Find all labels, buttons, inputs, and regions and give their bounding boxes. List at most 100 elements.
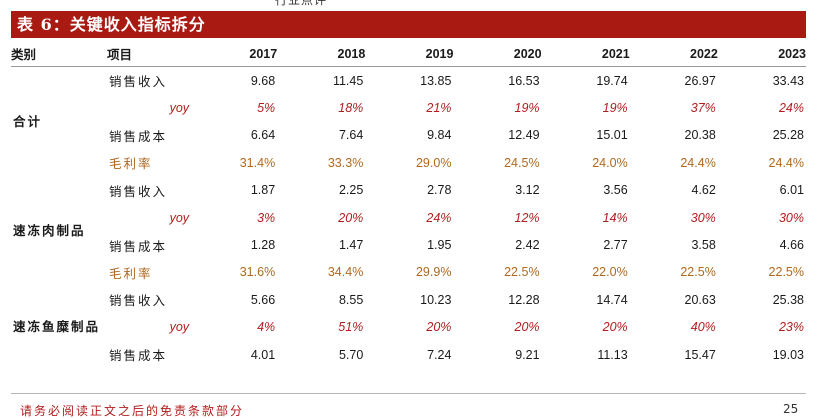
value-cell: 34.4% (327, 265, 364, 280)
header-year: 2018 (337, 46, 366, 61)
value-cell: 8.55 (338, 292, 364, 307)
value-cell: 25.28 (772, 128, 804, 143)
header-row: 类别 项目 2017 2018 2019 2020 2021 2022 2023 (11, 41, 806, 67)
table-row: 销售成本 1.28 1.47 1.95 2.42 2.77 3.58 4.66 (11, 231, 806, 258)
value-cell: 14% (602, 210, 628, 225)
value-cell: 1.87 (250, 183, 276, 198)
value-cell: 22.0% (592, 265, 628, 280)
value-cell: 37% (690, 101, 716, 116)
item-label: yoy (169, 320, 190, 335)
value-cell: 20% (426, 320, 452, 335)
value-cell: 11.45 (332, 73, 364, 88)
value-cell: 26.97 (684, 73, 716, 88)
value-cell: 16.53 (508, 73, 540, 88)
value-cell: 5% (257, 101, 276, 116)
value-cell: 15.47 (684, 347, 716, 362)
value-cell: 19.03 (772, 347, 804, 362)
value-cell: 2.77 (603, 238, 628, 253)
value-cell: 24.0% (592, 155, 628, 170)
value-cell: 20% (514, 320, 540, 335)
table-row: yoy 4% 51% 20% 20% 20% 40% 23% (11, 314, 806, 341)
table-row: yoy 5% 18% 21% 19% 19% 37% 24% (11, 94, 806, 121)
value-cell: 20.63 (684, 292, 716, 307)
header-item-label: 项目 (107, 47, 133, 62)
value-cell: 2.78 (427, 183, 452, 198)
value-cell: 12.28 (508, 292, 540, 307)
value-cell: 21% (426, 101, 452, 116)
category-cell: 速冻肉制品 (13, 223, 86, 239)
table-row: 毛利率 31.4% 33.3% 29.0% 24.5% 24.0% 24.4% 24.4% (11, 149, 806, 176)
value-cell: 31.6% (239, 265, 276, 280)
table-row: 毛利率 31.6% 34.4% 29.9% 22.5% 22.0% 22.5% 22.5% (11, 259, 806, 286)
table-title: 表 6：关键收入指标拆分 (11, 11, 806, 38)
value-cell: 51% (338, 320, 364, 335)
value-cell: 14.74 (596, 292, 628, 307)
value-cell: 29.9% (415, 265, 452, 280)
value-cell: 9.21 (515, 347, 540, 362)
value-cell: 1.47 (338, 238, 364, 253)
item-label: 毛利率 (109, 156, 153, 172)
table-row: 速冻肉制品 销售收入 1.87 2.25 2.78 3.12 3.56 4.62 6.01 (11, 177, 806, 238)
item-label: yoy (169, 101, 190, 116)
value-cell: 4.01 (250, 347, 276, 362)
table-row: 销售成本 6.64 7.64 9.84 12.49 15.01 20.38 25.28 (11, 122, 806, 149)
item-label: 销售成本 (109, 238, 168, 254)
value-cell: 24.4% (768, 155, 804, 170)
table-body: 合计 销售收入 9.68 11.45 13.85 16.53 19.74 26.97 33.43… (11, 67, 806, 369)
value-cell: 13.85 (420, 73, 452, 88)
value-cell: 20.38 (684, 128, 716, 143)
value-cell: 33.3% (327, 155, 364, 170)
value-cell: 5.66 (250, 292, 276, 307)
value-cell: 7.24 (427, 347, 452, 362)
value-cell: 9.84 (427, 128, 452, 143)
value-cell: 20% (338, 210, 364, 225)
value-cell: 19.74 (596, 73, 628, 88)
revenue-breakdown-table: 类别 项目 2017 2018 2019 2020 2021 2022 2023… (11, 41, 806, 368)
value-cell: 1.95 (427, 238, 452, 253)
value-cell: 22.5% (680, 265, 716, 280)
value-cell: 11.13 (597, 347, 628, 362)
item-label: yoy (169, 210, 190, 225)
value-cell: 4.66 (779, 238, 804, 253)
table-row: 合计 销售收入 9.68 11.45 13.85 16.53 19.74 26.97 33.43 (11, 67, 806, 129)
value-cell: 1.28 (250, 238, 276, 253)
value-cell: 30% (690, 210, 716, 225)
item-label: 销售成本 (109, 348, 168, 364)
value-cell: 40% (690, 320, 716, 335)
value-cell: 5.70 (338, 347, 364, 362)
header-year: 2017 (249, 46, 278, 61)
value-cell: 9.68 (250, 73, 276, 88)
category-cell: 速冻鱼糜制品 (13, 319, 101, 335)
top-fragment-text: 行业点评 (275, 0, 328, 7)
value-cell: 12.49 (508, 128, 540, 143)
value-cell: 24.5% (504, 155, 540, 170)
value-cell: 24% (426, 210, 452, 225)
header-category: 类别 (11, 47, 37, 62)
value-cell: 19% (602, 101, 628, 116)
value-cell: 2.42 (515, 238, 540, 253)
value-cell: 4% (257, 320, 276, 335)
item-label: 销售成本 (109, 128, 168, 144)
value-cell: 3.58 (691, 238, 716, 253)
value-cell: 6.01 (779, 183, 804, 198)
header-year: 2023 (778, 46, 806, 61)
value-cell: 20% (602, 320, 628, 335)
value-cell: 3% (257, 210, 276, 225)
value-cell: 23% (778, 320, 804, 335)
value-cell: 3.12 (515, 183, 540, 198)
header-year: 2022 (690, 46, 718, 61)
table-row: yoy 3% 20% 24% 12% 14% 30% 30% (11, 204, 806, 231)
value-cell: 31.4% (239, 155, 276, 170)
value-cell: 33.43 (772, 73, 804, 88)
footer-divider (11, 393, 806, 394)
page-number: 25 (783, 402, 799, 416)
value-cell: 4.62 (691, 183, 716, 198)
value-cell: 24% (778, 101, 804, 116)
header-year: 2020 (513, 46, 542, 61)
value-cell: 2.25 (338, 183, 364, 198)
item-label: 毛利率 (109, 265, 153, 281)
header-item: 项目 (107, 41, 189, 67)
category-cell: 合计 (13, 113, 43, 129)
header-year: 2019 (425, 46, 454, 61)
table-row: 销售成本 4.01 5.70 7.24 9.21 11.13 15.47 19.03 (11, 341, 806, 368)
